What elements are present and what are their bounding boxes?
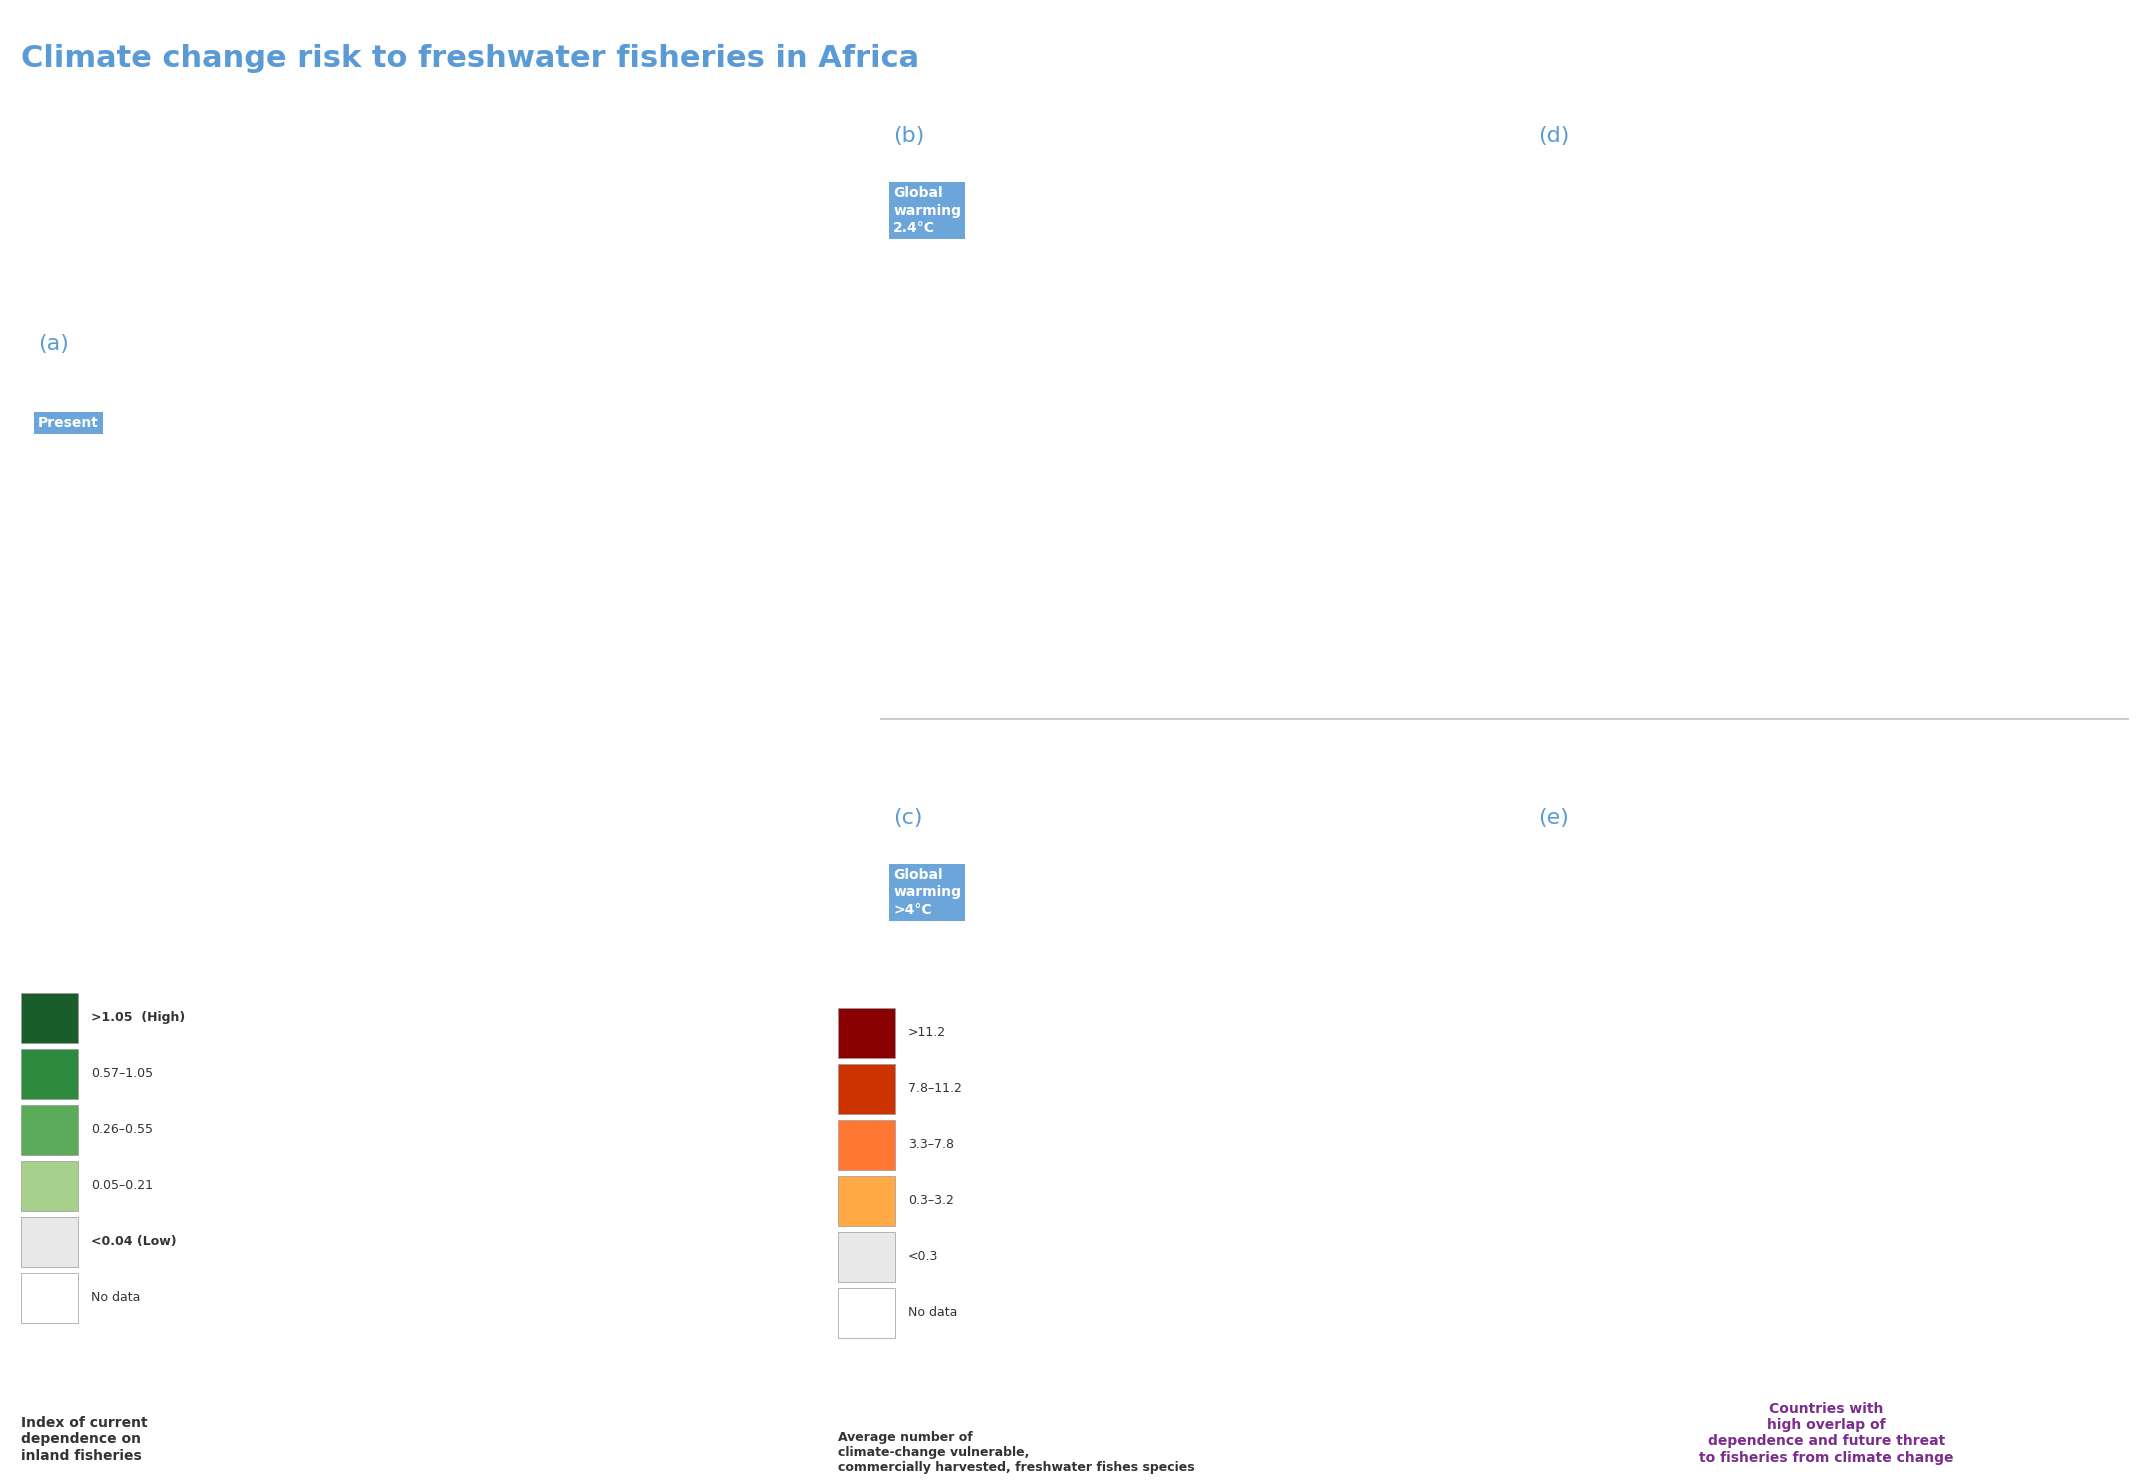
Text: Countries with
high overlap of
dependence and future threat
to fisheries from cl: Countries with high overlap of dependenc… xyxy=(1700,1402,1953,1464)
Text: 0.05–0.21: 0.05–0.21 xyxy=(90,1180,153,1193)
FancyBboxPatch shape xyxy=(21,1217,77,1267)
Text: (c): (c) xyxy=(894,808,922,828)
Text: (e): (e) xyxy=(1539,808,1569,828)
FancyBboxPatch shape xyxy=(21,1273,77,1323)
FancyBboxPatch shape xyxy=(838,1064,894,1113)
Text: >11.2: >11.2 xyxy=(907,1026,946,1039)
Text: <0.04 (Low): <0.04 (Low) xyxy=(90,1236,176,1248)
Text: Present: Present xyxy=(39,416,99,430)
Text: (b): (b) xyxy=(894,126,924,147)
Text: Climate change risk to freshwater fisheries in Africa: Climate change risk to freshwater fisher… xyxy=(21,44,920,74)
FancyBboxPatch shape xyxy=(838,1008,894,1058)
Text: <0.3: <0.3 xyxy=(907,1251,939,1263)
FancyBboxPatch shape xyxy=(21,993,77,1043)
Text: 7.8–11.2: 7.8–11.2 xyxy=(907,1082,961,1095)
FancyBboxPatch shape xyxy=(838,1232,894,1282)
Text: (d): (d) xyxy=(1539,126,1569,147)
Text: Index of current
dependence on
inland fisheries: Index of current dependence on inland fi… xyxy=(21,1417,148,1463)
Text: Global
warming
>4°C: Global warming >4°C xyxy=(894,868,961,917)
Text: 0.57–1.05: 0.57–1.05 xyxy=(90,1067,153,1080)
FancyBboxPatch shape xyxy=(21,1160,77,1211)
Text: No data: No data xyxy=(907,1306,956,1319)
FancyBboxPatch shape xyxy=(838,1120,894,1169)
FancyBboxPatch shape xyxy=(21,1106,77,1154)
FancyBboxPatch shape xyxy=(838,1288,894,1338)
Text: 0.3–3.2: 0.3–3.2 xyxy=(907,1194,954,1208)
FancyBboxPatch shape xyxy=(21,1049,77,1098)
FancyBboxPatch shape xyxy=(838,1175,894,1226)
Text: Global
warming
2.4°C: Global warming 2.4°C xyxy=(894,187,961,236)
Text: Average number of
climate-change vulnerable,
commercially harvested, freshwater : Average number of climate-change vulnera… xyxy=(838,1432,1195,1475)
Text: 3.3–7.8: 3.3–7.8 xyxy=(907,1138,954,1152)
Text: 0.26–0.55: 0.26–0.55 xyxy=(90,1123,153,1137)
Text: (a): (a) xyxy=(39,335,69,354)
Text: >1.05  (High): >1.05 (High) xyxy=(90,1011,185,1024)
Text: No data: No data xyxy=(90,1291,140,1304)
